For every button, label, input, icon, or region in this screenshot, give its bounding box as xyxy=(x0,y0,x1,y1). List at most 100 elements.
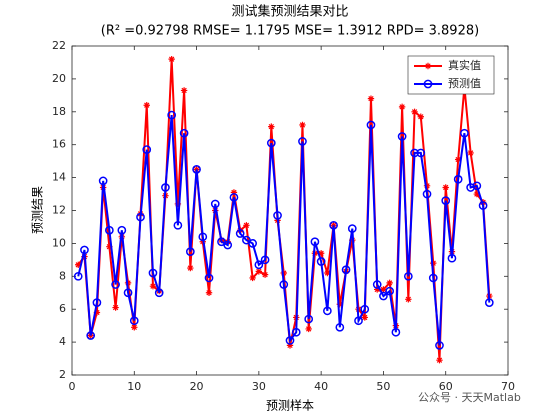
point xyxy=(478,201,488,210)
point xyxy=(417,113,424,120)
y-tick-label: 22 xyxy=(52,39,66,52)
series-line xyxy=(77,115,491,346)
x-tick-label: 60 xyxy=(439,380,453,393)
y-axis-label: 预测结果 xyxy=(31,186,45,234)
point xyxy=(316,257,326,266)
legend-marker xyxy=(424,62,432,70)
y-tick-label: 6 xyxy=(59,302,66,315)
point xyxy=(423,182,431,190)
point xyxy=(243,222,250,229)
point xyxy=(436,356,443,364)
point xyxy=(324,269,331,277)
x-tick-label: 30 xyxy=(252,380,266,393)
point xyxy=(248,239,257,248)
point xyxy=(435,341,444,350)
point xyxy=(204,273,214,283)
point xyxy=(174,200,182,208)
chart-title: 测试集预测结果对比 xyxy=(231,4,348,20)
point xyxy=(299,121,306,129)
point xyxy=(410,148,419,158)
point xyxy=(336,301,344,308)
point xyxy=(136,212,145,222)
point xyxy=(335,322,345,332)
point xyxy=(185,247,195,256)
point xyxy=(143,102,150,109)
point xyxy=(98,176,108,186)
point xyxy=(161,183,170,192)
y-tick-label: 4 xyxy=(59,335,66,348)
y-tick-label: 12 xyxy=(52,204,66,217)
point xyxy=(142,145,152,154)
point xyxy=(210,199,220,209)
point xyxy=(347,224,357,233)
point xyxy=(205,289,213,296)
point xyxy=(416,148,426,158)
point xyxy=(106,243,113,250)
point xyxy=(310,237,320,247)
point xyxy=(230,189,238,196)
point xyxy=(422,189,432,199)
point xyxy=(123,288,133,298)
y-tick-label: 18 xyxy=(52,105,66,118)
point xyxy=(403,271,413,281)
point xyxy=(249,274,256,282)
point xyxy=(386,279,393,287)
point xyxy=(329,220,338,230)
point xyxy=(447,253,457,263)
x-tick-label: 50 xyxy=(376,380,390,393)
point xyxy=(235,229,245,238)
point xyxy=(266,138,276,148)
point xyxy=(361,314,368,321)
point xyxy=(366,120,376,130)
x-tick-label: 40 xyxy=(314,380,328,393)
point xyxy=(180,87,188,94)
legend-label: 预测值 xyxy=(448,77,481,90)
plot-area xyxy=(71,45,509,376)
x-tick-label: 20 xyxy=(190,380,204,393)
y-tick-label: 16 xyxy=(52,138,66,151)
point xyxy=(86,331,96,340)
legend-box xyxy=(407,55,495,95)
point xyxy=(117,225,127,235)
point xyxy=(129,316,139,326)
point xyxy=(187,264,194,272)
x-tick-label: 70 xyxy=(501,380,515,393)
point xyxy=(268,123,275,130)
point xyxy=(112,304,119,311)
point xyxy=(379,291,388,301)
x-tick-label: 10 xyxy=(127,380,141,393)
point xyxy=(148,268,158,278)
point xyxy=(92,298,102,307)
point xyxy=(367,95,375,102)
point xyxy=(454,156,462,163)
point xyxy=(430,259,437,267)
point xyxy=(286,342,294,349)
point xyxy=(105,225,114,235)
point xyxy=(305,325,312,333)
point xyxy=(460,128,469,138)
point xyxy=(273,211,282,220)
point xyxy=(467,149,474,157)
point xyxy=(411,108,418,115)
point xyxy=(111,280,120,289)
point xyxy=(441,196,451,205)
point xyxy=(254,260,264,270)
point xyxy=(472,181,482,191)
point xyxy=(298,137,307,146)
point xyxy=(304,314,314,324)
point xyxy=(198,232,208,242)
point xyxy=(93,309,101,316)
point xyxy=(380,286,387,293)
y-tick-label: 20 xyxy=(52,72,66,85)
point xyxy=(229,192,239,202)
point xyxy=(398,103,406,111)
point xyxy=(385,286,395,296)
point xyxy=(255,268,263,275)
point xyxy=(442,184,449,191)
point xyxy=(179,128,189,138)
point xyxy=(167,110,177,120)
point xyxy=(261,271,269,278)
point xyxy=(374,286,381,293)
point xyxy=(80,245,89,255)
